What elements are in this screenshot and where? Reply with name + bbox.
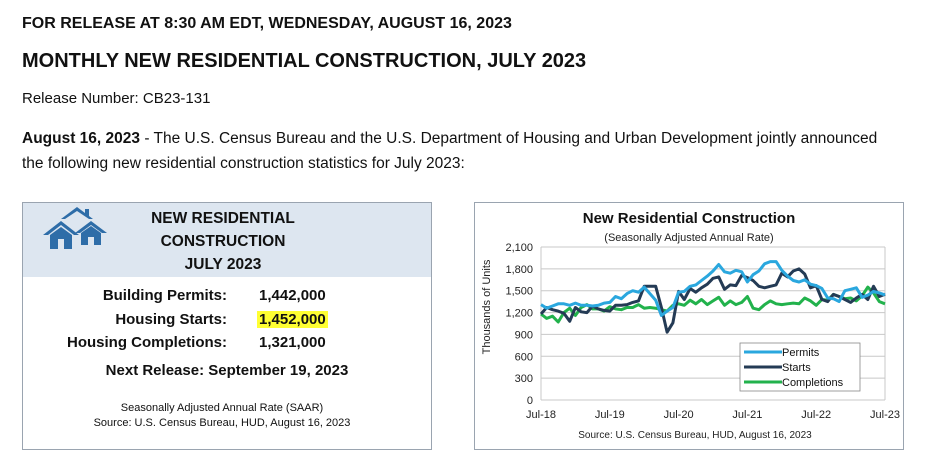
summary-title: NEW RESIDENTIAL CONSTRUCTION JULY 2023 bbox=[115, 207, 331, 276]
y-tick-label: 1,800 bbox=[505, 264, 533, 276]
summary-title-line1: NEW RESIDENTIAL bbox=[151, 210, 295, 227]
x-tick-label: Jul-22 bbox=[801, 409, 831, 421]
summary-box: NEW RESIDENTIAL CONSTRUCTION JULY 2023 B… bbox=[22, 202, 432, 450]
permits-value: 1,442,000 bbox=[259, 287, 326, 304]
y-tick-label: 300 bbox=[515, 373, 533, 385]
release-line: FOR RELEASE AT 8:30 AM EDT, WEDNESDAY, A… bbox=[22, 15, 512, 32]
saar-label: Seasonally Adjusted Annual Rate (SAAR) bbox=[120, 402, 324, 414]
page-title: MONTHLY NEW RESIDENTIAL CONSTRUCTION, JU… bbox=[22, 50, 587, 72]
chart-series bbox=[539, 260, 886, 334]
intro-text: - The U.S. Census Bureau and the U.S. De… bbox=[22, 130, 878, 172]
chart-xticks: Jul-18 Jul-19 Jul-20 Jul-21 Jul-22 Jul-23 bbox=[526, 409, 900, 421]
legend-label: Starts bbox=[782, 362, 811, 374]
series-line-permits bbox=[540, 260, 886, 317]
y-tick-label: 900 bbox=[515, 329, 533, 341]
x-tick-label: Jul-20 bbox=[664, 409, 694, 421]
chart-grid bbox=[540, 246, 886, 401]
chart-source: Source: U.S. Census Bureau, HUD, August … bbox=[578, 430, 812, 441]
starts-value: 1,452,000 bbox=[257, 311, 328, 328]
next-release: Next Release: September 19, 2023 bbox=[105, 362, 349, 379]
chart-yticks: 0 300 600 900 1,200 1,500 1,800 2,100 bbox=[505, 242, 533, 407]
summary-title-line2: CONSTRUCTION bbox=[160, 233, 286, 250]
summary-header: NEW RESIDENTIAL CONSTRUCTION JULY 2023 bbox=[23, 203, 431, 277]
legend-label: Permits bbox=[782, 347, 820, 359]
chart-svg: New Residential Construction (Seasonally… bbox=[481, 210, 900, 441]
chart-legend: Permits Starts Completions bbox=[739, 342, 861, 392]
starts-value-highlight: 1,452,000 bbox=[257, 311, 328, 328]
x-tick-label: Jul-19 bbox=[595, 409, 625, 421]
x-tick-label: Jul-23 bbox=[870, 409, 900, 421]
y-tick-label: 600 bbox=[515, 351, 533, 363]
series-line-starts bbox=[539, 267, 886, 334]
y-tick-label: 2,100 bbox=[505, 242, 533, 254]
summary-title-line3: JULY 2023 bbox=[184, 256, 262, 273]
completions-label: Housing Completions: bbox=[67, 334, 227, 351]
permits-label: Building Permits: bbox=[102, 287, 227, 304]
x-tick-label: Jul-21 bbox=[732, 409, 762, 421]
chart-title: New Residential Construction bbox=[583, 210, 796, 227]
completions-value: 1,321,000 bbox=[259, 334, 326, 351]
houses-icon bbox=[43, 207, 107, 249]
intro-date: August 16, 2023 bbox=[22, 130, 141, 147]
legend-label: Completions bbox=[782, 377, 844, 389]
y-tick-label: 0 bbox=[527, 395, 533, 407]
release-number: Release Number: CB23-131 bbox=[22, 90, 211, 107]
summary-source: Source: U.S. Census Bureau, HUD, August … bbox=[93, 417, 351, 429]
chart-subtitle: (Seasonally Adjusted Annual Rate) bbox=[604, 232, 773, 244]
intro-paragraph: August 16, 2023 - The U.S. Census Bureau… bbox=[22, 126, 902, 176]
starts-label: Housing Starts: bbox=[115, 311, 227, 328]
saar-note: Seasonally Adjusted Annual Rate (SAAR) S… bbox=[23, 401, 421, 431]
chart-ylabel: Thousands of Units bbox=[481, 259, 493, 354]
x-tick-label: Jul-18 bbox=[526, 409, 556, 421]
y-tick-label: 1,200 bbox=[505, 308, 533, 320]
y-tick-label: 1,500 bbox=[505, 286, 533, 298]
chart-panel: New Residential Construction (Seasonally… bbox=[474, 202, 904, 450]
